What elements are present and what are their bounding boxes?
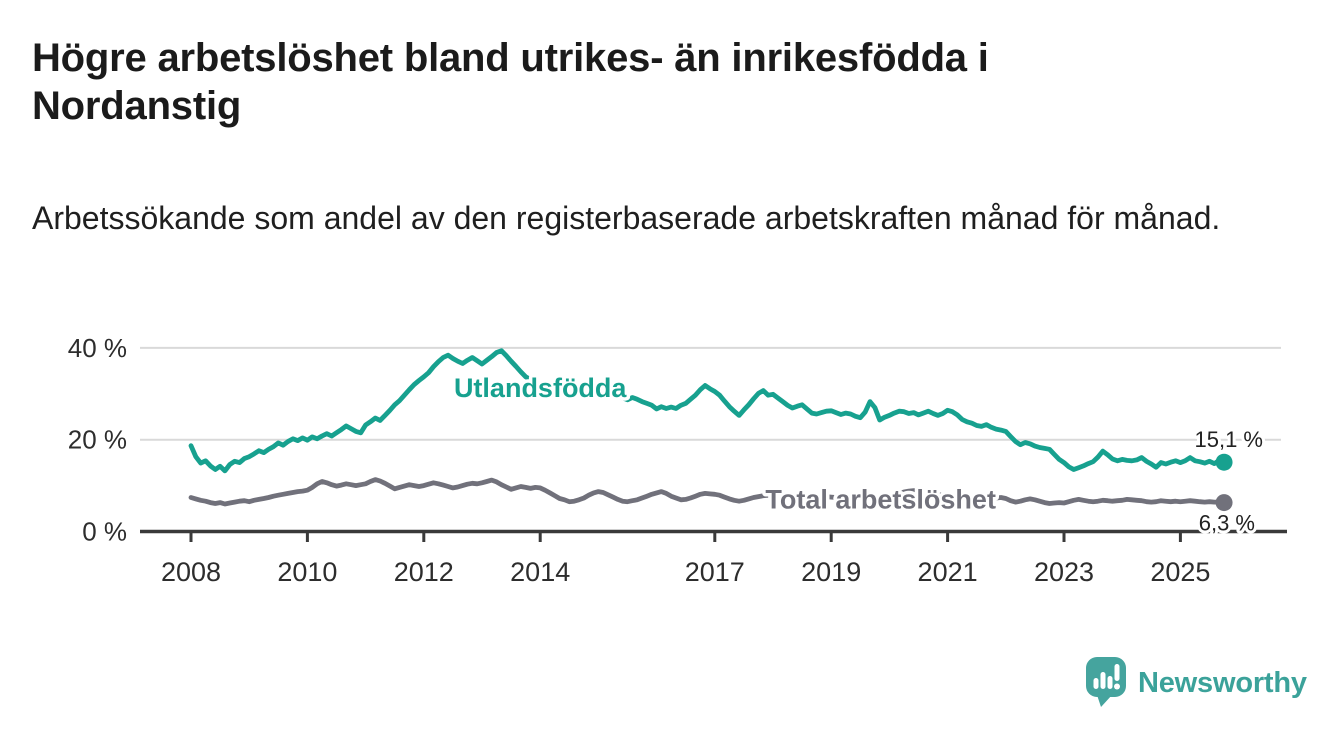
- series-line-utlandsfodda: [188, 348, 1227, 474]
- x-axis-label-2019: 2019: [801, 557, 861, 587]
- x-axis-label-2025: 2025: [1150, 557, 1210, 587]
- series-label-total: Total arbetslöshet: [765, 484, 996, 514]
- newsworthy-logo: Newsworthy: [1084, 656, 1307, 710]
- x-axis-label-2017: 2017: [685, 557, 745, 587]
- x-axis-label-2012: 2012: [394, 557, 454, 587]
- x-axis-label-2010: 2010: [277, 557, 337, 587]
- end-value-label-total: 6,3 %: [1199, 511, 1255, 536]
- y-axis-label-40: 40 %: [68, 333, 127, 363]
- x-axis-label-2023: 2023: [1034, 557, 1094, 587]
- y-axis-label-20: 20 %: [68, 425, 127, 455]
- x-axis-label-2008: 2008: [161, 557, 221, 587]
- chart-title: Högre arbetslöshet bland utrikes- än inr…: [32, 36, 989, 128]
- x-axis-label-2014: 2014: [510, 557, 570, 587]
- newsworthy-wordmark: Newsworthy: [1138, 666, 1307, 699]
- x-axis-label-2021: 2021: [918, 557, 978, 587]
- series-end-dot-total: [1215, 494, 1233, 512]
- speech-bubble-bar-chart-icon: [1086, 657, 1126, 707]
- series-label-utlandsfodda: Utlandsfödda: [454, 373, 627, 403]
- y-axis-label-0: 0 %: [82, 517, 127, 547]
- series-end-dot-utlandsfodda: [1215, 453, 1233, 471]
- end-value-label-utlandsfodda: 15,1 %: [1195, 427, 1264, 452]
- chart-subtitle: Arbetssökande som andel av den registerb…: [32, 200, 1221, 236]
- series-line-total: [188, 477, 1227, 507]
